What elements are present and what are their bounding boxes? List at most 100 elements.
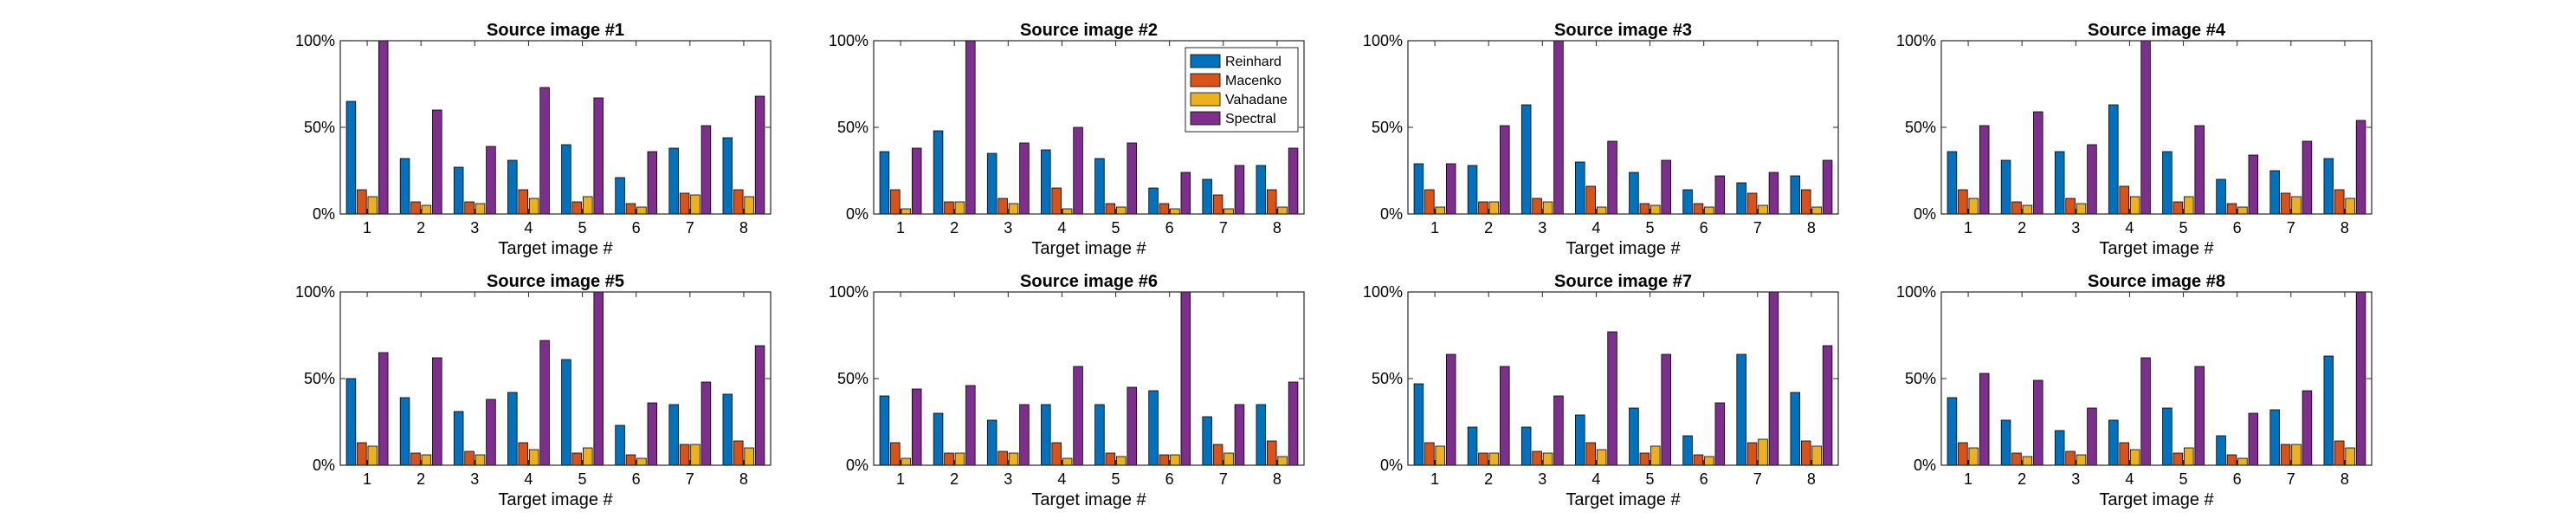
x-tick-label: 1 xyxy=(1964,470,1972,488)
bar-vahadane-target-4 xyxy=(1596,206,1607,215)
bar-reinhard-target-1 xyxy=(1947,151,1958,215)
bar-macenko-target-2 xyxy=(1478,201,1488,215)
bar-vahadane-target-4 xyxy=(528,198,539,215)
bar-spectral-target-1 xyxy=(378,40,389,215)
x-tick-label: 5 xyxy=(2179,470,2188,488)
bars xyxy=(879,291,1299,466)
bar-vahadane-target-7 xyxy=(1758,438,1768,466)
bar-spectral-target-8 xyxy=(754,95,765,215)
y-tick-label: 0% xyxy=(313,205,335,223)
bar-reinhard-target-5 xyxy=(2162,151,2172,215)
bar-vahadane-target-8 xyxy=(2345,447,2355,466)
bar-vahadane-target-2 xyxy=(954,201,965,215)
bar-reinhard-target-8 xyxy=(2323,355,2334,466)
x-tick-label: 2 xyxy=(2018,219,2026,237)
bar-vahadane-target-1 xyxy=(1435,206,1446,215)
x-tick-label: 5 xyxy=(1112,470,1120,488)
bar-macenko-target-3 xyxy=(464,201,475,215)
x-tick-label: 4 xyxy=(1057,470,1066,488)
bar-spectral-target-6 xyxy=(1180,172,1191,215)
bar-spectral-target-5 xyxy=(593,291,604,466)
x-tick-label: 8 xyxy=(1807,219,1816,237)
bar-reinhard-target-1 xyxy=(1413,163,1424,215)
x-axis-label: Target image # xyxy=(2099,490,2214,509)
x-tick-label: 3 xyxy=(470,470,479,488)
x-tick-label: 7 xyxy=(2287,470,2295,488)
bar-spectral-target-1 xyxy=(911,388,922,466)
bar-spectral-target-4 xyxy=(2140,357,2151,466)
x-tick-label: 6 xyxy=(2233,219,2242,237)
legend-label-spectral: Spectral xyxy=(1225,112,1276,126)
x-axis-label: Target image # xyxy=(2099,239,2214,258)
bar-macenko-target-1 xyxy=(1424,189,1435,215)
y-tick-label: 50% xyxy=(304,370,335,387)
bar-vahadane-target-1 xyxy=(367,196,378,215)
bar-macenko-target-4 xyxy=(1585,185,1596,215)
bar-macenko-target-6 xyxy=(625,454,636,466)
bar-reinhard-target-6 xyxy=(1682,435,1693,466)
bar-vahadane-target-2 xyxy=(1488,201,1500,215)
bar-macenko-target-4 xyxy=(2119,442,2129,466)
bar-reinhard-target-2 xyxy=(399,397,410,466)
x-axis-label: Target image # xyxy=(1031,490,1146,509)
x-tick-label: 4 xyxy=(2125,219,2134,237)
y-tick-label: 0% xyxy=(1380,457,1403,474)
bar-vahadane-target-7 xyxy=(2291,196,2302,215)
x-tick-label: 1 xyxy=(896,470,905,488)
plot-area xyxy=(1941,292,2372,465)
bar-reinhard-target-7 xyxy=(2269,170,2280,215)
bar-reinhard-target-1 xyxy=(879,151,890,215)
bar-macenko-target-6 xyxy=(1159,203,1170,215)
bar-reinhard-target-8 xyxy=(1256,404,1267,466)
subplot-8: 1 2 3 4 5 6 7 8 0% 50% 100% Source image #8 Target i… xyxy=(1896,272,2373,509)
bar-vahadane-target-7 xyxy=(1223,208,1234,215)
y-tick-label: 100% xyxy=(295,283,335,301)
bar-macenko-target-7 xyxy=(679,444,690,466)
bar-macenko-target-2 xyxy=(410,452,421,466)
bar-reinhard-target-8 xyxy=(1790,175,1801,215)
bar-spectral-target-8 xyxy=(1288,381,1299,466)
x-tick-label: 1 xyxy=(1430,470,1439,488)
bar-macenko-target-2 xyxy=(410,201,421,215)
x-tick-label: 5 xyxy=(1646,470,1655,488)
bar-macenko-target-4 xyxy=(518,442,528,466)
bar-vahadane-target-1 xyxy=(1968,198,1979,215)
bar-spectral-target-2 xyxy=(432,357,442,466)
bar-vahadane-target-6 xyxy=(636,457,647,466)
x-tick-label: 8 xyxy=(739,219,748,237)
x-tick-label: 1 xyxy=(363,470,371,488)
bar-macenko-target-4 xyxy=(1051,187,1062,215)
bar-reinhard-target-8 xyxy=(2323,158,2334,215)
x-tick-label: 2 xyxy=(950,470,959,488)
bar-macenko-target-4 xyxy=(1585,442,1596,466)
bar-reinhard-target-1 xyxy=(345,378,357,466)
bar-vahadane-target-8 xyxy=(1277,456,1288,466)
bar-reinhard-target-3 xyxy=(1520,426,1532,466)
bar-reinhard-target-3 xyxy=(1520,104,1532,215)
bar-spectral-target-5 xyxy=(1661,353,1671,466)
bar-reinhard-target-6 xyxy=(2216,178,2226,215)
bar-spectral-target-4 xyxy=(2140,40,2151,215)
x-tick-label: 8 xyxy=(2340,470,2349,488)
x-tick-label: 6 xyxy=(1165,219,1174,237)
x-tick-label: 8 xyxy=(1273,470,1282,488)
bar-spectral-target-1 xyxy=(1445,353,1456,466)
bar-spectral-target-3 xyxy=(1019,142,1030,215)
bar-spectral-target-4 xyxy=(539,87,550,215)
bar-vahadane-target-3 xyxy=(2076,454,2087,466)
bar-vahadane-target-6 xyxy=(2237,206,2248,215)
x-tick-label: 7 xyxy=(1219,219,1228,237)
bar-macenko-target-3 xyxy=(997,198,1008,215)
bar-macenko-target-8 xyxy=(733,189,744,215)
bar-spectral-target-5 xyxy=(1127,142,1137,215)
bar-vahadane-target-2 xyxy=(2022,204,2033,215)
bar-spectral-target-8 xyxy=(1822,159,1833,215)
subplot-title: Source image #7 xyxy=(1554,272,1692,291)
y-tick-label: 50% xyxy=(1905,370,1936,387)
y-tick-label: 50% xyxy=(837,119,868,136)
subplot-4: 1 2 3 4 5 6 7 8 0% 50% 100% Source image #4 Target i… xyxy=(1896,21,2373,258)
x-axis-label: Target image # xyxy=(498,490,613,509)
bar-vahadane-target-2 xyxy=(954,452,965,466)
bar-macenko-target-1 xyxy=(1958,189,1968,215)
